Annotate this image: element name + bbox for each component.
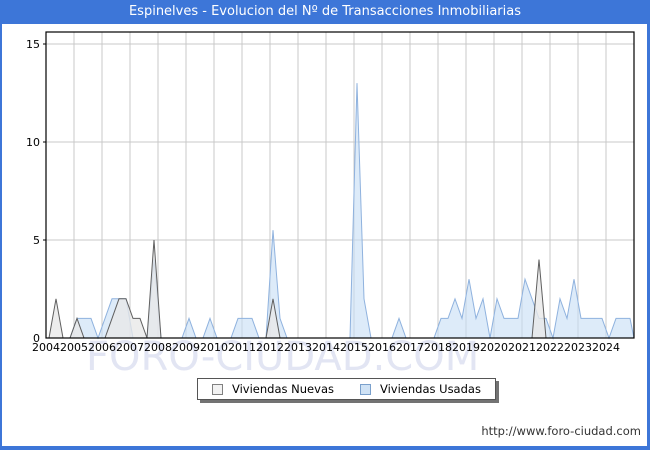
x-axis-year-label: 2014 [312, 341, 340, 354]
page-title: Espinelves - Evolucion del Nº de Transac… [128, 4, 522, 19]
x-axis-year-label: 2020 [480, 341, 508, 354]
x-axis-year-label: 2017 [396, 341, 424, 354]
x-axis-year-label: 2012 [256, 341, 284, 354]
legend-label-usadas: Viviendas Usadas [379, 382, 481, 396]
title-bar: Espinelves - Evolucion del Nº de Transac… [0, 0, 650, 24]
foro-ciudad-url-link[interactable]: http://www.foro-ciudad.com [481, 424, 641, 438]
x-axis-year-label: 2022 [536, 341, 564, 354]
y-axis-tick-label: 15 [26, 38, 40, 51]
x-axis-year-label: 2019 [452, 341, 480, 354]
x-axis-year-label: 2011 [228, 341, 256, 354]
x-axis-year-label: 2015 [340, 341, 368, 354]
x-axis-year-label: 2007 [116, 341, 144, 354]
foro-ciudad-watermark: FORO-CIUDAD.COM [86, 334, 480, 380]
x-axis-year-label: 2006 [88, 341, 116, 354]
y-axis-tick-label: 5 [33, 234, 40, 247]
y-axis-tick-label: 0 [33, 332, 40, 345]
legend-label-nuevas: Viviendas Nuevas [232, 382, 334, 396]
x-axis-year-label: 2004 [32, 341, 60, 354]
x-axis-year-label: 2009 [172, 341, 200, 354]
legend-item-viviendas-usadas[interactable]: Viviendas Usadas [359, 382, 481, 396]
x-axis-year-label: 2024 [592, 341, 620, 354]
chart-legend: Viviendas Nuevas Viviendas Usadas [197, 378, 496, 400]
viviendas-usadas-swatch-icon [359, 383, 371, 395]
viviendas-nuevas-swatch-icon [212, 383, 223, 395]
x-axis-year-label: 2021 [508, 341, 536, 354]
x-axis-year-label: 2016 [368, 341, 396, 354]
x-axis-year-label: 2005 [60, 341, 88, 354]
x-axis-year-label: 2013 [284, 341, 312, 354]
x-axis-year-label: 2023 [564, 341, 592, 354]
legend-item-viviendas-nuevas[interactable]: Viviendas Nuevas [212, 382, 334, 396]
x-axis-year-label: 2010 [200, 341, 228, 354]
x-axis-year-label: 2018 [424, 341, 452, 354]
x-axis-year-label: 2008 [144, 341, 172, 354]
y-axis-tick-label: 10 [26, 136, 40, 149]
